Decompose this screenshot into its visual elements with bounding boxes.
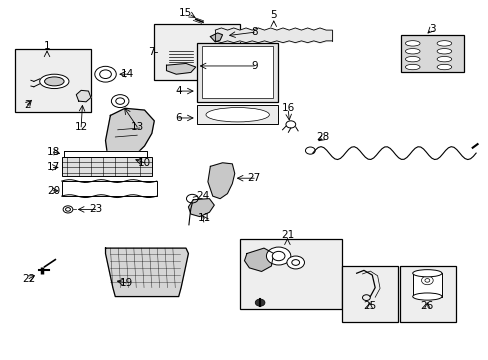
Circle shape [65, 208, 70, 211]
FancyBboxPatch shape [341, 266, 397, 321]
Text: 9: 9 [250, 61, 257, 71]
Text: 28: 28 [315, 132, 328, 142]
Polygon shape [64, 151, 147, 157]
Text: 13: 13 [130, 122, 143, 132]
Circle shape [286, 256, 304, 269]
Ellipse shape [412, 293, 441, 300]
Text: 17: 17 [47, 162, 60, 172]
Bar [197, 105, 277, 125]
Text: 16: 16 [281, 103, 294, 113]
Ellipse shape [405, 64, 419, 70]
Text: 24: 24 [196, 191, 209, 201]
Circle shape [111, 95, 129, 108]
Text: 21: 21 [280, 230, 293, 239]
Circle shape [95, 66, 116, 82]
Polygon shape [76, 90, 91, 102]
Ellipse shape [436, 57, 451, 62]
Ellipse shape [405, 41, 419, 46]
Polygon shape [166, 63, 195, 74]
Circle shape [421, 276, 432, 285]
Polygon shape [412, 273, 441, 297]
Bar [197, 42, 277, 102]
FancyBboxPatch shape [399, 266, 455, 321]
Ellipse shape [44, 77, 64, 86]
Bar [61, 157, 152, 176]
Ellipse shape [436, 41, 451, 46]
Ellipse shape [205, 108, 269, 122]
Text: 26: 26 [420, 301, 433, 311]
Polygon shape [105, 248, 188, 297]
Circle shape [100, 70, 111, 78]
Text: 27: 27 [247, 173, 260, 183]
Bar [202, 46, 272, 98]
Text: 15: 15 [178, 8, 191, 18]
Circle shape [424, 279, 429, 282]
Bar [400, 35, 463, 72]
Polygon shape [210, 33, 222, 42]
Circle shape [291, 260, 299, 265]
Text: 11: 11 [198, 213, 211, 223]
Circle shape [116, 98, 124, 104]
Polygon shape [244, 248, 273, 271]
Text: 7: 7 [148, 46, 155, 57]
Text: 25: 25 [363, 301, 376, 311]
FancyBboxPatch shape [154, 24, 239, 80]
Circle shape [63, 206, 73, 213]
Bar [61, 181, 157, 196]
Ellipse shape [405, 57, 419, 62]
Polygon shape [188, 199, 214, 217]
FancyBboxPatch shape [239, 239, 341, 309]
Text: 20: 20 [47, 186, 60, 196]
Text: 3: 3 [428, 24, 435, 35]
Text: 4: 4 [175, 86, 182, 96]
Text: 19: 19 [120, 278, 133, 288]
Text: 6: 6 [175, 113, 182, 123]
Ellipse shape [40, 74, 69, 89]
Text: 14: 14 [121, 69, 134, 79]
Circle shape [272, 251, 285, 261]
Polygon shape [105, 108, 154, 164]
Text: 22: 22 [22, 274, 36, 284]
Ellipse shape [436, 49, 451, 54]
Text: 23: 23 [89, 204, 102, 215]
Ellipse shape [436, 64, 451, 70]
Circle shape [255, 299, 264, 306]
FancyBboxPatch shape [15, 49, 91, 112]
Text: 1: 1 [43, 41, 50, 50]
Text: 5: 5 [270, 10, 277, 20]
Text: 12: 12 [74, 122, 87, 132]
Text: 18: 18 [47, 147, 60, 157]
Ellipse shape [412, 270, 441, 277]
Ellipse shape [405, 49, 419, 54]
Text: 8: 8 [250, 27, 257, 37]
Text: 10: 10 [138, 158, 151, 168]
Circle shape [266, 247, 290, 265]
Text: 2: 2 [24, 100, 31, 110]
Polygon shape [207, 163, 234, 199]
